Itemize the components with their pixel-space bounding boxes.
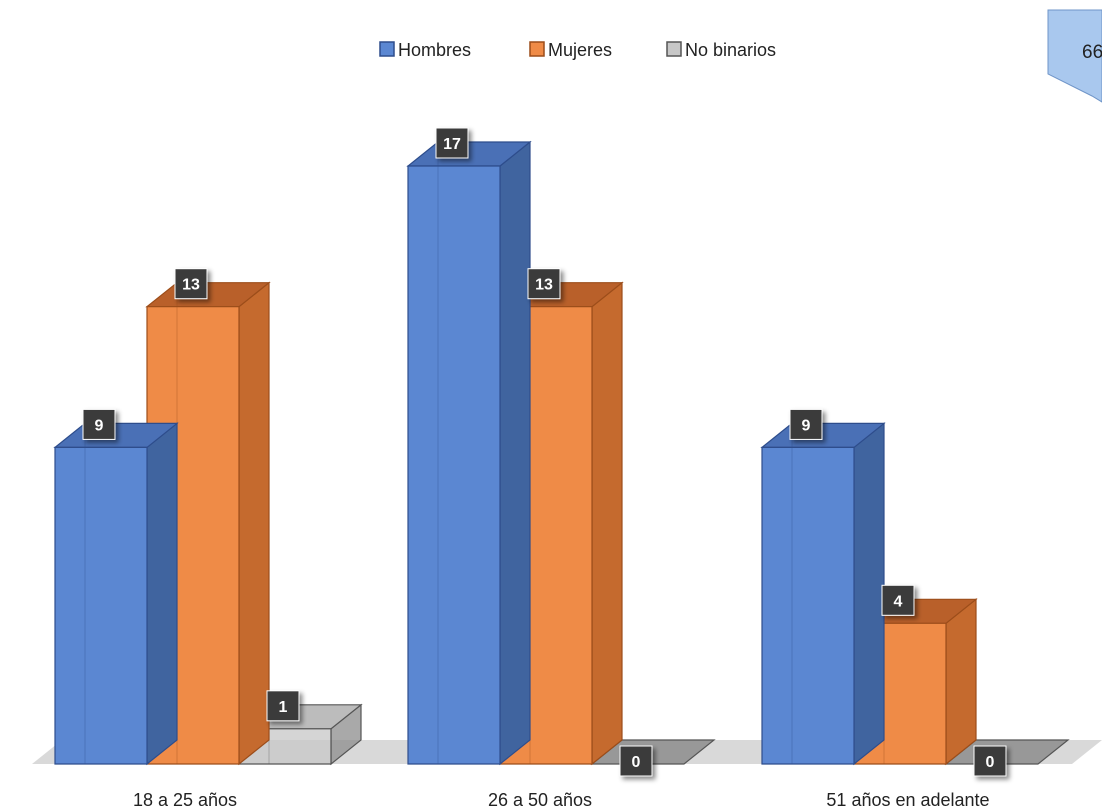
corner-badge-text: 66	[1082, 42, 1102, 63]
data-label-no-binarios-26-a-50-a-os: 0	[619, 745, 653, 777]
category-label-51-plus: 51 años en adelante	[826, 790, 989, 810]
bars	[53, 140, 1070, 766]
data-labels: 1 13 9 0 13 17 0 4 9	[82, 127, 1007, 777]
bar-hombres-18-a-25-a-os-side	[146, 422, 178, 766]
data-label-box	[881, 584, 915, 616]
legend-item-no-binarios: No binarios	[666, 40, 776, 60]
bar-hombres-26-a-50-a-os-front	[407, 165, 501, 765]
legend-swatch-no-binarios	[666, 41, 682, 57]
data-label-no-binarios-18-a-25-a-os: 1	[266, 690, 300, 722]
legend-item-hombres: Hombres	[379, 40, 471, 60]
data-label-no-binarios-51-a-os-en-adelante: 0	[973, 745, 1007, 777]
bar-hombres-18-a-25-a-os-front	[54, 446, 148, 765]
data-label-box	[789, 408, 823, 440]
data-label-value: 0	[632, 754, 641, 771]
category-label-26-50: 26 a 50 años	[488, 790, 592, 810]
data-label-hombres-26-a-50-a-os: 17	[435, 127, 469, 159]
legend-label-no-binarios: No binarios	[685, 40, 776, 60]
corner-badge-shape	[1047, 9, 1102, 103]
data-label-box	[82, 408, 116, 440]
category-axis: 18 a 25 años 26 a 50 años 51 años en ade…	[133, 790, 990, 810]
data-label-mujeres-18-a-25-a-os: 13	[174, 268, 208, 300]
legend: Hombres Mujeres No binarios	[379, 40, 776, 60]
data-label-box	[527, 268, 561, 300]
data-label-hombres-18-a-25-a-os: 9	[82, 408, 116, 440]
bar-hombres-51-a-os-en-adelante	[760, 422, 886, 766]
corner-badge: 66	[1047, 9, 1102, 103]
data-label-box	[435, 127, 469, 159]
bar-hombres-26-a-50-a-os	[406, 140, 532, 766]
legend-swatch-mujeres	[529, 41, 545, 57]
data-label-hombres-51-a-os-en-adelante: 9	[789, 408, 823, 440]
category-label-18-25: 18 a 25 años	[133, 790, 237, 810]
data-label-value: 9	[95, 417, 104, 434]
bar-mujeres-18-a-25-a-os-side	[238, 281, 270, 766]
data-label-mujeres-26-a-50-a-os: 13	[527, 268, 561, 300]
data-label-box	[619, 745, 653, 777]
bar-hombres-51-a-os-en-adelante-front	[761, 446, 855, 765]
data-label-mujeres-51-a-os-en-adelante: 4	[881, 584, 915, 616]
bar-hombres-18-a-25-a-os	[53, 422, 179, 766]
bar-mujeres-26-a-50-a-os-side	[591, 281, 623, 766]
data-label-value: 17	[443, 136, 461, 153]
data-label-box	[973, 745, 1007, 777]
legend-item-mujeres: Mujeres	[529, 40, 612, 60]
bar-hombres-26-a-50-a-os-side	[499, 140, 531, 766]
bar-hombres-51-a-os-en-adelante-side	[853, 422, 885, 766]
data-label-value: 9	[802, 417, 811, 434]
legend-swatch-hombres	[379, 41, 395, 57]
legend-label-mujeres: Mujeres	[548, 40, 612, 60]
legend-label-hombres: Hombres	[398, 40, 471, 60]
data-label-value: 0	[986, 754, 995, 771]
data-label-box	[266, 690, 300, 722]
data-label-value: 13	[535, 277, 553, 294]
bar-mujeres-51-a-os-en-adelante-side	[945, 598, 977, 766]
data-label-value: 4	[894, 593, 903, 610]
data-label-value: 13	[182, 277, 200, 294]
data-label-box	[174, 268, 208, 300]
data-label-value: 1	[279, 699, 288, 716]
